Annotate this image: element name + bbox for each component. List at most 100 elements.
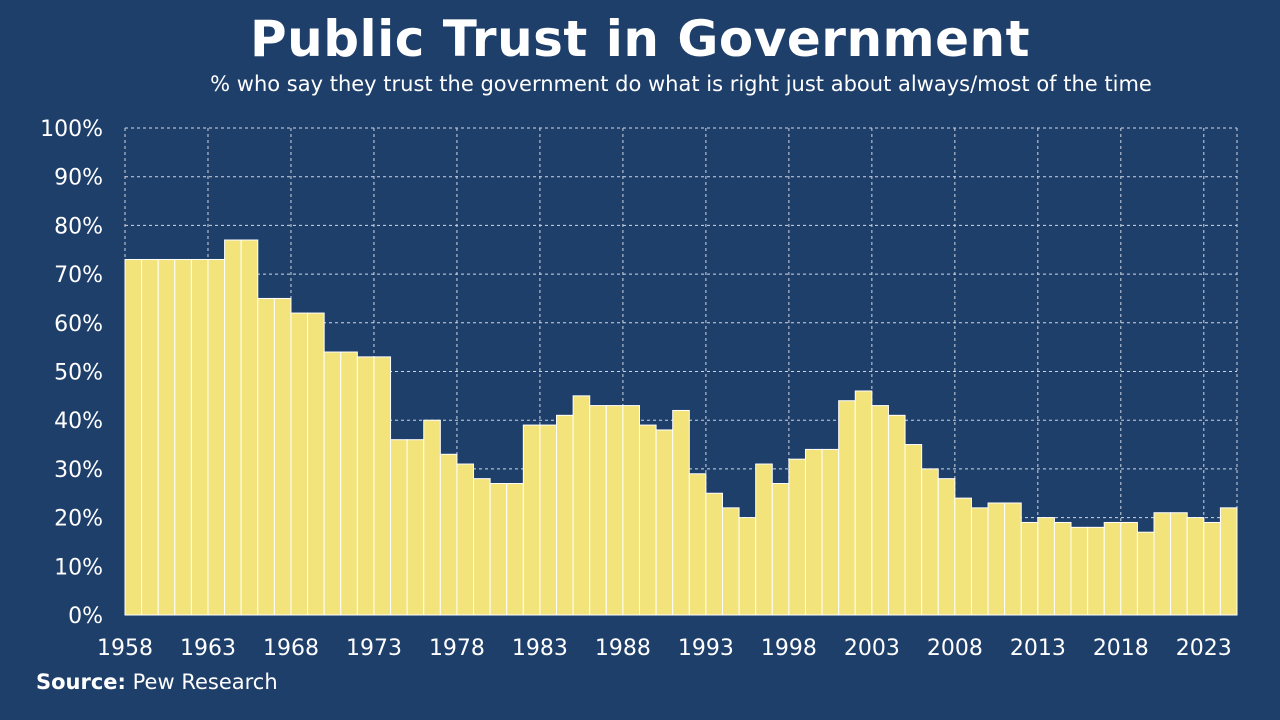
bar-1999 — [804, 448, 823, 616]
bar-2005 — [904, 444, 923, 616]
bar-1966 — [257, 297, 275, 616]
bar-1961 — [174, 258, 192, 616]
bar-1996 — [755, 463, 773, 616]
bar-1967 — [273, 297, 292, 616]
x-tick-label: 1958 — [97, 636, 153, 661]
bar-2011 — [1004, 502, 1022, 616]
bar-1971 — [340, 351, 358, 616]
chart-title: Public Trust in Government — [249, 10, 1031, 68]
bar-1985 — [572, 395, 591, 616]
bar-1962 — [190, 258, 209, 616]
bar-2024 — [1219, 507, 1238, 616]
y-tick-label: 30% — [54, 458, 103, 483]
x-tick-label: 2013 — [1010, 636, 1066, 661]
x-tick-label: 2003 — [844, 636, 900, 661]
bar-1989 — [639, 424, 657, 616]
bar-2020 — [1153, 512, 1172, 616]
bar-2014 — [1053, 521, 1072, 616]
bar-1969 — [307, 312, 325, 616]
bar-2009 — [970, 507, 989, 616]
bar-1980 — [489, 483, 508, 616]
x-tick-label: 2008 — [927, 636, 983, 661]
bar-1978 — [456, 463, 475, 616]
bars — [124, 239, 1238, 616]
bar-2019 — [1136, 531, 1155, 616]
bar-1979 — [473, 478, 491, 616]
bar-2006 — [921, 468, 939, 616]
bar-1963 — [207, 258, 226, 616]
bar-1968 — [290, 312, 309, 616]
bar-2001 — [838, 400, 856, 616]
bar-1988 — [622, 405, 641, 616]
bar-2016 — [1087, 526, 1105, 616]
y-tick-label: 60% — [54, 312, 103, 337]
x-tick-label: 2018 — [1093, 636, 1149, 661]
bar-2002 — [854, 390, 873, 616]
bar-2015 — [1070, 526, 1089, 616]
bar-1987 — [605, 405, 624, 616]
bar-1970 — [323, 351, 342, 616]
bar-2017 — [1103, 521, 1122, 616]
bar-1995 — [738, 517, 757, 616]
bar-1975 — [406, 439, 425, 616]
y-tick-label: 80% — [54, 214, 103, 239]
bar-1983 — [539, 424, 558, 616]
y-tick-label: 70% — [54, 263, 103, 288]
bar-1973 — [373, 356, 392, 616]
bar-1992 — [688, 473, 707, 616]
bar-1958 — [124, 258, 143, 616]
y-tick-label: 90% — [54, 166, 103, 191]
bar-1959 — [141, 258, 159, 616]
bar-1965 — [240, 239, 259, 616]
x-tick-label: 1983 — [512, 636, 568, 661]
bar-2022 — [1186, 517, 1205, 616]
source-value: Pew Research — [132, 670, 278, 694]
bar-1984 — [556, 414, 574, 616]
x-tick-label: 1998 — [761, 636, 817, 661]
bar-2010 — [987, 502, 1006, 616]
bar-1994 — [721, 507, 740, 616]
bar-1991 — [672, 409, 690, 616]
y-tick-label: 100% — [40, 117, 103, 142]
bar-2013 — [1037, 517, 1055, 616]
bar-2023 — [1203, 521, 1221, 616]
y-tick-label: 10% — [54, 555, 103, 580]
bar-2004 — [887, 414, 906, 616]
chart-subtitle: % who say they trust the government do w… — [210, 72, 1152, 96]
bar-1990 — [655, 429, 674, 616]
x-tick-label: 1978 — [429, 636, 485, 661]
bar-2000 — [821, 448, 840, 616]
bar-1974 — [390, 439, 408, 616]
bar-2007 — [937, 478, 956, 616]
bar-1982 — [522, 424, 541, 616]
x-axis-tick-labels: 1958 1963 1968 1973 1978 1983 1988 1993 1998 2003… — [97, 636, 1232, 661]
bar-1998 — [788, 458, 806, 616]
x-tick-label: 1988 — [595, 636, 651, 661]
y-tick-label: 40% — [54, 409, 103, 434]
bar-2003 — [871, 405, 889, 616]
y-tick-label: 20% — [54, 507, 103, 532]
x-tick-label: 1973 — [346, 636, 402, 661]
bar-1960 — [157, 258, 176, 616]
bar-1997 — [771, 483, 790, 616]
bar-2021 — [1170, 512, 1188, 616]
x-tick-label: 2023 — [1176, 636, 1232, 661]
x-tick-label: 1993 — [678, 636, 734, 661]
bar-1993 — [705, 492, 723, 616]
source-label: Source: — [36, 670, 126, 694]
bar-1981 — [506, 483, 524, 616]
bar-1964 — [224, 239, 242, 616]
x-tick-label: 1968 — [263, 636, 319, 661]
x-tick-label: 1963 — [180, 636, 236, 661]
bar-1972 — [356, 356, 375, 616]
bar-2012 — [1020, 521, 1039, 616]
y-tick-label: 0% — [68, 604, 103, 629]
bar-2018 — [1120, 521, 1138, 616]
bar-1976 — [423, 419, 441, 616]
y-tick-label: 50% — [54, 361, 103, 386]
bar-1977 — [439, 453, 458, 616]
source-note: Source: Pew Research — [36, 670, 278, 694]
y-axis-tick-labels: 0% 10% 20% 30% 40% 50% 60% 70% 80% 90% 100% — [40, 117, 103, 629]
bar-2008 — [954, 497, 972, 616]
